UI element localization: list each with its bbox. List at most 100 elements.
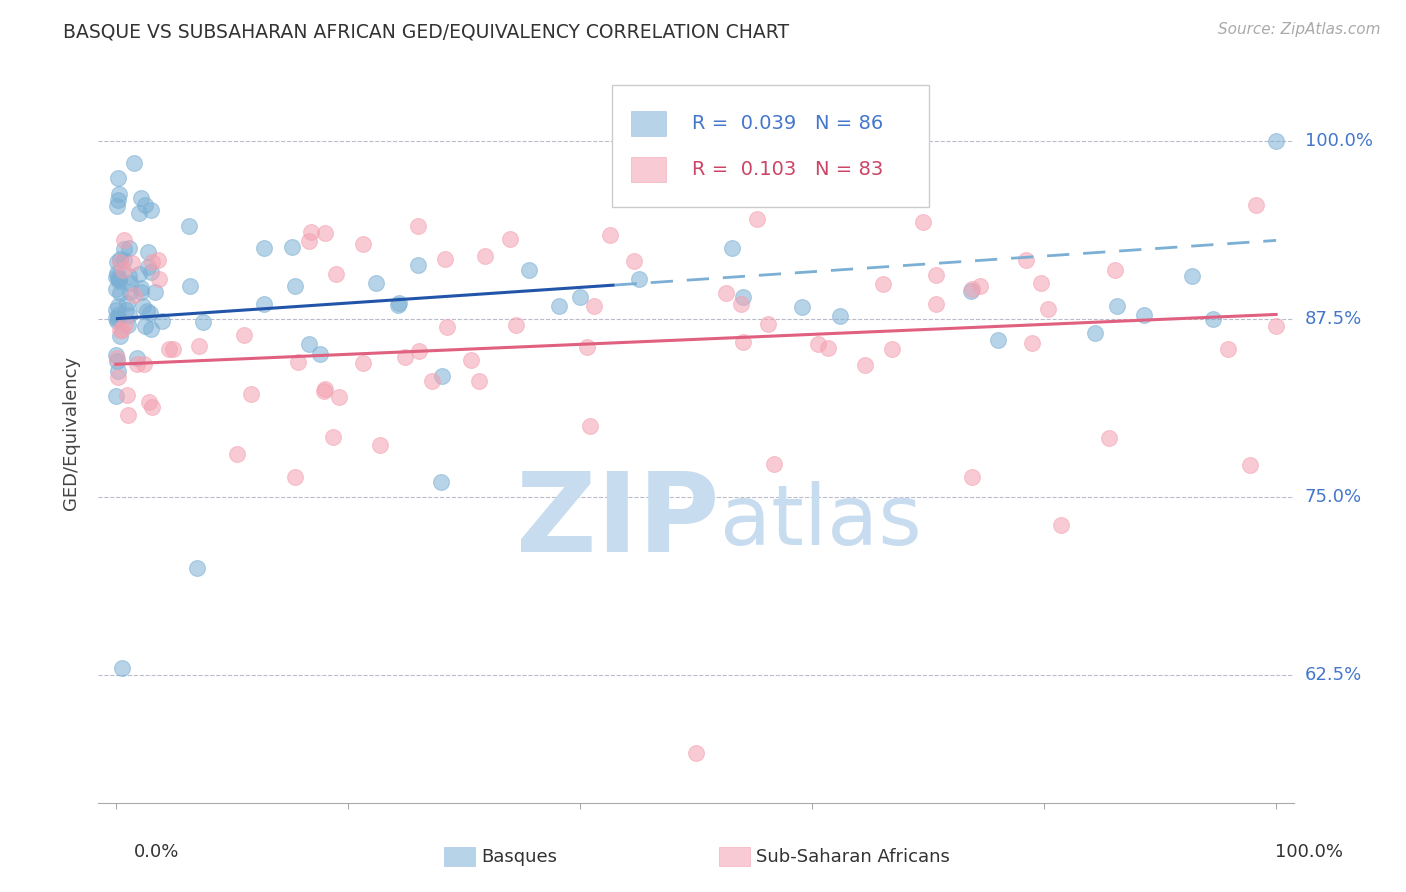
Point	[141, 400, 163, 414]
Point	[474, 250, 496, 264]
Text: R =  0.039   N = 86: R = 0.039 N = 86	[692, 114, 883, 134]
Point	[387, 298, 409, 312]
Point	[325, 267, 347, 281]
Point	[107, 299, 129, 313]
Point	[328, 390, 350, 404]
Point	[807, 337, 830, 351]
Point	[139, 322, 162, 336]
Text: Sub-Saharan Africans: Sub-Saharan Africans	[756, 848, 949, 866]
Point	[499, 231, 522, 245]
Point	[114, 318, 136, 332]
Point	[1265, 134, 1288, 148]
Point	[298, 337, 321, 351]
Point	[792, 300, 814, 314]
Point	[162, 342, 184, 356]
Point	[1107, 299, 1129, 313]
Point	[107, 308, 129, 322]
Point	[433, 252, 456, 266]
Point	[150, 314, 173, 328]
Point	[430, 369, 453, 384]
FancyBboxPatch shape	[444, 847, 475, 866]
Point	[122, 287, 145, 301]
Point	[912, 215, 935, 229]
Point	[134, 319, 156, 334]
Point	[111, 660, 134, 674]
Point	[1015, 253, 1038, 268]
Point	[252, 241, 274, 255]
Point	[281, 240, 304, 254]
Point	[108, 272, 131, 286]
Point	[141, 265, 163, 279]
Point	[987, 333, 1010, 347]
Point	[226, 447, 249, 461]
Point	[186, 561, 208, 575]
Point	[1216, 342, 1239, 356]
Point	[763, 458, 786, 472]
Point	[517, 263, 540, 277]
Point	[1202, 311, 1225, 326]
Point	[111, 262, 134, 277]
Point	[118, 308, 141, 322]
Point	[468, 375, 491, 389]
Point	[406, 258, 429, 272]
Point	[582, 299, 605, 313]
Point	[960, 284, 983, 298]
Point	[134, 197, 156, 211]
FancyBboxPatch shape	[631, 157, 666, 182]
Point	[104, 311, 127, 326]
Point	[105, 351, 128, 366]
Point	[253, 297, 276, 311]
Point	[969, 279, 991, 293]
Point	[460, 353, 482, 368]
Point	[128, 206, 150, 220]
Point	[131, 299, 153, 313]
Point	[882, 342, 904, 356]
Point	[599, 227, 621, 242]
Point	[112, 252, 135, 267]
Point	[107, 267, 129, 281]
Point	[408, 344, 430, 359]
Point	[733, 290, 755, 304]
Point	[1038, 302, 1060, 317]
Point	[576, 340, 599, 354]
Text: 0.0%: 0.0%	[134, 843, 179, 861]
Point	[1239, 458, 1261, 472]
Point	[579, 419, 602, 434]
Point	[105, 199, 128, 213]
FancyBboxPatch shape	[718, 847, 749, 866]
Point	[110, 323, 132, 337]
Point	[1244, 198, 1267, 212]
Point	[114, 303, 136, 318]
Point	[107, 311, 129, 326]
Point	[138, 395, 160, 409]
Point	[287, 355, 309, 369]
Point	[394, 350, 416, 364]
Text: 75.0%: 75.0%	[1305, 488, 1362, 506]
Point	[138, 306, 160, 320]
Point	[314, 382, 336, 396]
Point	[731, 334, 754, 349]
Point	[685, 746, 707, 760]
Point	[125, 351, 148, 366]
Point	[714, 286, 737, 301]
Point	[118, 268, 141, 283]
Point	[117, 408, 139, 422]
Point	[143, 285, 166, 299]
Point	[107, 369, 129, 384]
Point	[177, 219, 200, 234]
Point	[872, 277, 894, 291]
Text: 87.5%: 87.5%	[1305, 310, 1362, 327]
Text: 62.5%: 62.5%	[1305, 665, 1362, 683]
Point	[105, 255, 128, 269]
FancyBboxPatch shape	[613, 85, 929, 207]
Point	[569, 290, 592, 304]
Point	[505, 318, 527, 333]
Point	[364, 277, 387, 291]
Point	[406, 219, 429, 234]
Point	[191, 315, 214, 329]
Point	[1031, 276, 1053, 290]
Point	[121, 255, 143, 269]
Point	[108, 186, 131, 201]
Point	[853, 358, 876, 372]
Point	[548, 299, 571, 313]
